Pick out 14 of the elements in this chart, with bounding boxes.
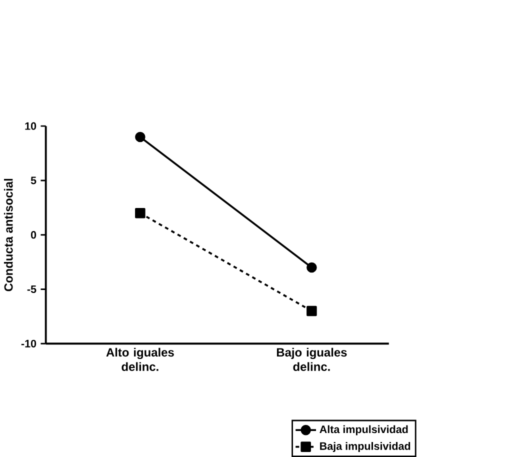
point bbox=[306, 306, 317, 316]
y-tick-label: -10 bbox=[21, 340, 36, 348]
point bbox=[135, 132, 146, 142]
y-tick-label: 0 bbox=[30, 231, 36, 239]
y-tick-label: 10 bbox=[25, 122, 36, 130]
point bbox=[135, 208, 146, 218]
legend-label: Baja impulsividad bbox=[320, 442, 410, 452]
x-tick-label: Alto iguales delinc. bbox=[106, 348, 174, 371]
legend-label: Alta impulsividad bbox=[320, 425, 408, 436]
x-tick-label: Bajo iguales delinc. bbox=[276, 348, 347, 371]
y-tick-label: -5 bbox=[27, 285, 36, 293]
y-tick-label: 5 bbox=[30, 176, 36, 184]
point bbox=[306, 262, 317, 273]
y-axis-title: Conducta antisocial bbox=[4, 178, 13, 292]
